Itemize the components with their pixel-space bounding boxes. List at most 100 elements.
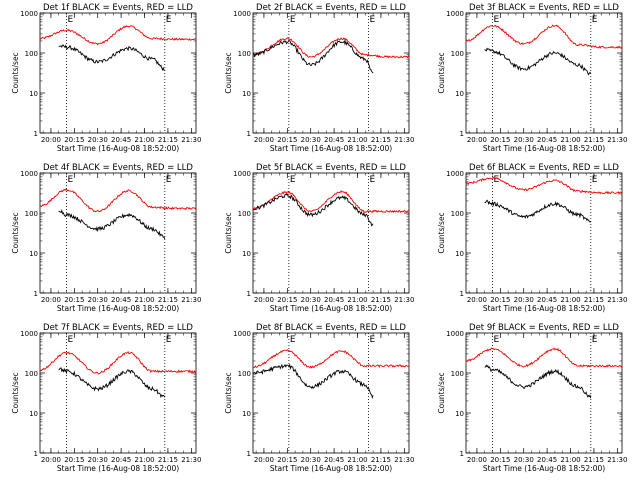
x-axis-label: Start Time (16-Aug-08 18:52:00) [483, 464, 605, 473]
lld-rate-line [252, 36, 410, 59]
lld-rate-line [39, 25, 197, 46]
x-tick-label: 20:45 [324, 456, 344, 464]
x-tick-label: 20:00 [254, 136, 274, 144]
y-tick-label: 100 [25, 50, 38, 58]
x-tick-label: 21:15 [158, 456, 178, 464]
event-marker-label: E [166, 175, 172, 185]
x-tick-label: 20:00 [467, 296, 487, 304]
x-axis-label: Start Time (16-Aug-08 18:52:00) [483, 304, 605, 313]
x-tick-label: 20:15 [64, 296, 84, 304]
x-tick-label: 20:30 [88, 296, 108, 304]
y-axis-label: Counts/sec [224, 52, 233, 93]
lld-rate-line [465, 347, 623, 368]
panel-title: Det 8f BLACK = Events, RED = LLD [256, 323, 406, 333]
panel-title: Det 1f BLACK = Events, RED = LLD [43, 3, 193, 13]
x-tick-label: 20:30 [88, 136, 108, 144]
x-tick-label: 20:15 [490, 136, 510, 144]
y-tick-label: 10 [29, 410, 38, 418]
panel-3: Det 3f BLACK = Events, RED = LLD 1 10 100 10… [437, 3, 627, 153]
y-tick-label: 1 [34, 290, 38, 298]
event-marker-label: E [369, 175, 375, 185]
y-tick-label: 1000 [233, 170, 251, 178]
event-rate-line [484, 199, 592, 223]
x-tick-label: 20:30 [301, 136, 321, 144]
x-tick-label: 21:30 [181, 136, 201, 144]
y-tick-label: 10 [455, 250, 464, 258]
y-axis-label: Counts/sec [224, 212, 233, 253]
panel-6: Det 6f BLACK = Events, RED = LLD 1 10 100 10… [437, 163, 627, 313]
plot-frame [39, 12, 197, 134]
y-tick-label: 1000 [446, 170, 464, 178]
event-marker-label: E [68, 175, 74, 185]
event-marker-label: E [290, 175, 296, 185]
event-marker-label: E [592, 175, 598, 185]
y-tick-label: 100 [238, 370, 251, 378]
panel-9: Det 9f BLACK = Events, RED = LLD 1 10 100 10… [437, 323, 627, 473]
y-axis-label: Counts/sec [11, 52, 20, 93]
panel-title: Det 7f BLACK = Events, RED = LLD [43, 323, 193, 333]
lld-rate-line [465, 24, 623, 49]
panel-title: Det 5f BLACK = Events, RED = LLD [256, 163, 406, 173]
lld-rate-line [39, 188, 197, 213]
x-tick-label: 21:15 [371, 296, 391, 304]
x-tick-label: 20:15 [277, 456, 297, 464]
x-tick-label: 20:30 [301, 456, 321, 464]
x-tick-label: 20:00 [254, 296, 274, 304]
x-tick-label: 20:30 [514, 296, 534, 304]
panel-1: Det 1f BLACK = Events, RED = LLD 1 10 100 10… [11, 3, 201, 153]
x-axis-label: Start Time (16-Aug-08 18:52:00) [270, 304, 392, 313]
event-marker-label: E [592, 335, 598, 345]
panel-8: Det 8f BLACK = Events, RED = LLD 1 10 100 10… [224, 323, 414, 473]
y-tick-label: 10 [242, 90, 251, 98]
x-tick-label: 20:00 [41, 296, 61, 304]
x-tick-label: 21:30 [607, 456, 627, 464]
y-tick-label: 1000 [446, 10, 464, 18]
x-tick-label: 20:45 [111, 296, 131, 304]
y-tick-label: 1 [247, 290, 251, 298]
x-tick-label: 21:30 [394, 296, 414, 304]
y-tick-label: 100 [25, 210, 38, 218]
event-rate-line [252, 39, 374, 74]
x-tick-label: 21:00 [560, 456, 580, 464]
y-tick-label: 10 [29, 250, 38, 258]
y-tick-label: 1 [460, 130, 464, 138]
y-tick-label: 10 [242, 250, 251, 258]
y-tick-label: 100 [451, 210, 464, 218]
event-marker-label: E [166, 335, 172, 345]
y-axis-label: Counts/sec [437, 212, 446, 253]
event-rate-line [252, 363, 374, 399]
x-tick-label: 21:30 [394, 456, 414, 464]
x-tick-label: 21:15 [371, 136, 391, 144]
event-marker-label: E [369, 335, 375, 345]
x-tick-label: 20:15 [490, 456, 510, 464]
y-tick-label: 1 [247, 130, 251, 138]
x-tick-label: 20:15 [277, 296, 297, 304]
x-tick-label: 20:00 [467, 136, 487, 144]
x-tick-label: 20:45 [111, 136, 131, 144]
y-tick-label: 100 [451, 50, 464, 58]
event-marker-label: E [290, 15, 296, 25]
lld-rate-line [40, 350, 197, 375]
panel-title: Det 3f BLACK = Events, RED = LLD [469, 3, 619, 13]
panel-2: Det 2f BLACK = Events, RED = LLD 1 10 100 10… [224, 3, 414, 153]
lld-rate-line [465, 176, 623, 195]
x-tick-label: 20:30 [514, 456, 534, 464]
panel-title: Det 2f BLACK = Events, RED = LLD [256, 3, 406, 13]
x-tick-label: 20:45 [324, 136, 344, 144]
event-rate-line [58, 367, 166, 399]
x-tick-label: 21:00 [560, 136, 580, 144]
y-tick-label: 1000 [446, 330, 464, 338]
x-tick-label: 20:30 [88, 456, 108, 464]
x-tick-label: 20:45 [111, 456, 131, 464]
y-tick-label: 1000 [233, 330, 251, 338]
plot-frame [252, 332, 410, 454]
y-tick-label: 1 [460, 290, 464, 298]
event-marker-label: E [369, 15, 375, 25]
y-tick-label: 100 [451, 370, 464, 378]
y-tick-label: 1 [247, 450, 251, 458]
y-axis-label: Counts/sec [437, 372, 446, 413]
panel-title: Det 4f BLACK = Events, RED = LLD [43, 163, 193, 173]
panel-7: Det 7f BLACK = Events, RED = LLD 1 10 100 10… [11, 323, 201, 473]
x-tick-label: 21:00 [560, 296, 580, 304]
